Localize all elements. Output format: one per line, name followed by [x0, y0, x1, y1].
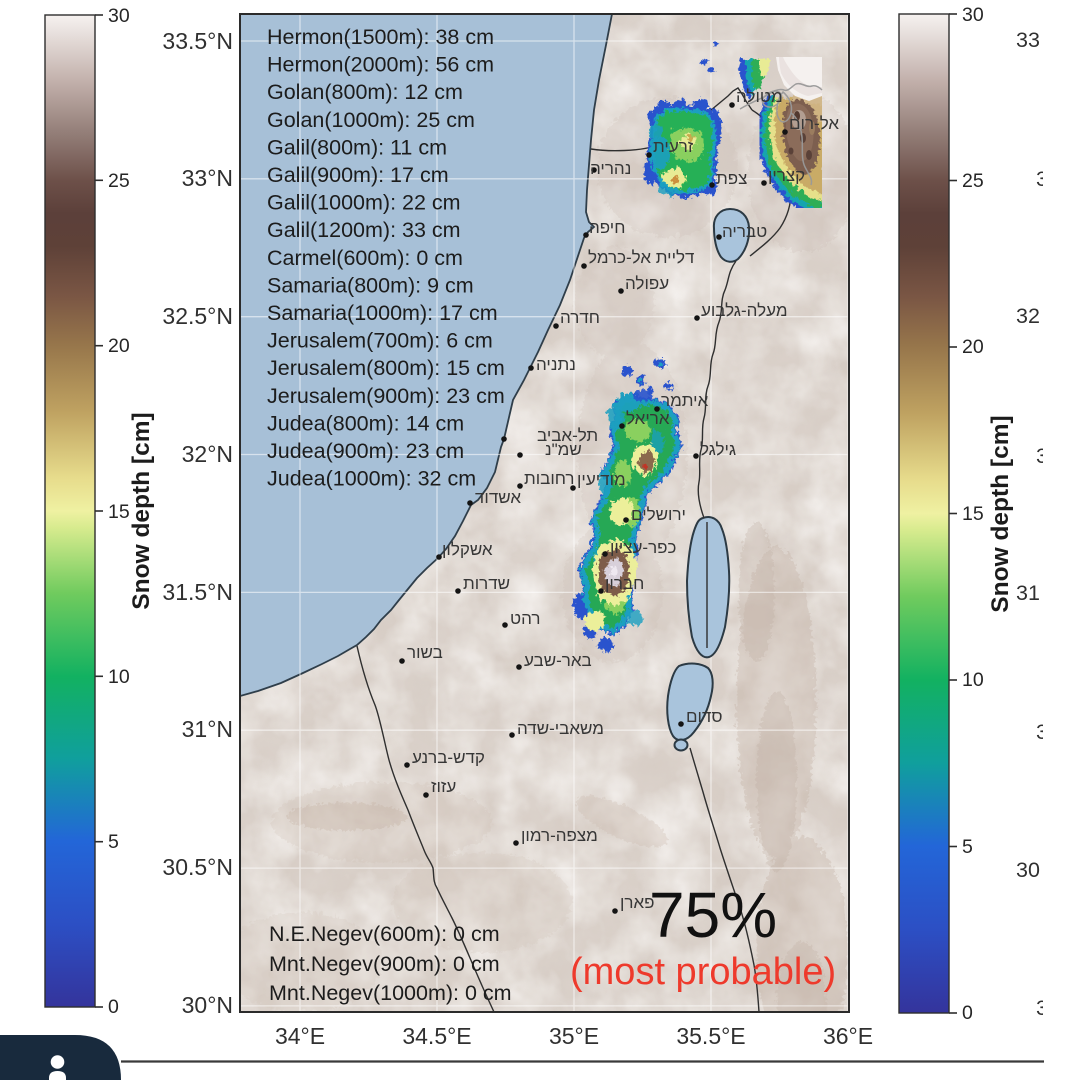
svg-text:34°E: 34°E	[275, 1023, 325, 1049]
svg-text:30°N: 30°N	[182, 992, 233, 1018]
svg-text:פארן: פארן	[620, 893, 655, 912]
svg-text:Snow depth [cm]: Snow depth [cm]	[128, 412, 155, 609]
svg-text:3: 3	[1036, 720, 1048, 744]
svg-text:שמ"נ: שמ"נ	[545, 440, 582, 459]
svg-text:דליית אל-כרמל: דליית אל-כרמל	[588, 248, 694, 267]
svg-text:צפת: צפת	[716, 169, 747, 188]
svg-text:תל-אביב: תל-אביב	[537, 426, 598, 445]
svg-text:בשור: בשור	[407, 643, 443, 662]
svg-text:33.5°N: 33.5°N	[162, 28, 233, 54]
svg-text:טבריה: טבריה	[722, 222, 767, 241]
svg-text:רהט: רהט	[510, 609, 540, 628]
svg-text:3: 3	[1036, 167, 1048, 191]
svg-text:Hermon(1500m): 38 cm: Hermon(1500m): 38 cm	[267, 25, 494, 49]
svg-text:Galil(900m): 17 cm: Galil(900m): 17 cm	[267, 163, 449, 187]
svg-text:0: 0	[108, 996, 119, 1018]
svg-text:ירושלים: ירושלים	[631, 505, 686, 524]
svg-text:משאבי-שדה: משאבי-שדה	[517, 719, 604, 738]
svg-text:34.5°E: 34.5°E	[402, 1023, 471, 1049]
svg-text:Carmel(600m): 0 cm: Carmel(600m): 0 cm	[267, 246, 463, 270]
svg-text:עזוז: עזוז	[431, 777, 456, 796]
svg-text:אשקלון: אשקלון	[442, 540, 493, 559]
svg-text:30: 30	[962, 4, 984, 26]
svg-text:20: 20	[962, 336, 984, 358]
svg-text:חברון: חברון	[605, 574, 644, 593]
svg-text:31°N: 31°N	[182, 716, 233, 742]
svg-text:20: 20	[108, 335, 130, 357]
svg-text:31.5°N: 31.5°N	[162, 579, 233, 605]
svg-text:מודיעין: מודיעין	[577, 470, 626, 489]
svg-text:Judea(1000m): 32 cm: Judea(1000m): 32 cm	[267, 467, 476, 491]
svg-text:חיפה: חיפה	[589, 218, 625, 237]
svg-text:32.5°N: 32.5°N	[162, 303, 233, 329]
svg-text:באר-שבע: באר-שבע	[524, 651, 592, 670]
svg-text:שדרות: שדרות	[463, 574, 510, 593]
svg-text:קצרין: קצרין	[768, 166, 805, 185]
svg-text:30: 30	[108, 5, 130, 27]
svg-text:זרעית: זרעית	[653, 137, 694, 156]
svg-text:31: 31	[1016, 581, 1040, 605]
svg-text:גילגל: גילגל	[700, 440, 736, 459]
svg-text:מטולה: מטולה	[736, 87, 783, 106]
svg-text:Jerusalem(900m): 23 cm: Jerusalem(900m): 23 cm	[267, 384, 505, 408]
svg-text:סדום: סדום	[686, 707, 723, 726]
svg-text:32°N: 32°N	[182, 441, 233, 467]
svg-text:Golan(1000m): 25 cm: Golan(1000m): 25 cm	[267, 108, 475, 132]
svg-text:Jerusalem(700m): 6 cm: Jerusalem(700m): 6 cm	[267, 329, 493, 353]
svg-text:Galil(1000m): 22 cm: Galil(1000m): 22 cm	[267, 191, 461, 215]
svg-text:3: 3	[1036, 444, 1048, 468]
svg-text:Jerusalem(800m): 15 cm: Jerusalem(800m): 15 cm	[267, 356, 505, 380]
svg-text:5: 5	[962, 836, 973, 858]
svg-text:3: 3	[1036, 996, 1048, 1020]
svg-text:Samaria(800m): 9 cm: Samaria(800m): 9 cm	[267, 273, 474, 297]
svg-text:36°E: 36°E	[823, 1023, 873, 1049]
svg-text:33°N: 33°N	[182, 165, 233, 191]
svg-text:10: 10	[962, 669, 984, 691]
svg-text:איתמר: איתמר	[661, 391, 709, 410]
svg-text:Snow depth [cm]: Snow depth [cm]	[987, 415, 1014, 612]
svg-text:קדש-ברנע: קדש-ברנע	[412, 748, 485, 767]
svg-text:חדרה: חדרה	[560, 308, 600, 327]
svg-text:Mnt.Negev(1000m): 0 cm: Mnt.Negev(1000m): 0 cm	[269, 981, 512, 1005]
svg-text:אל-רום: אל-רום	[789, 114, 839, 133]
svg-text:מצפה-רמון: מצפה-רמון	[521, 826, 598, 845]
svg-text:5: 5	[108, 831, 119, 853]
svg-text:30: 30	[1016, 858, 1040, 882]
svg-text:32: 32	[1016, 304, 1040, 328]
svg-text:Samaria(1000m): 17 cm: Samaria(1000m): 17 cm	[267, 301, 498, 325]
svg-text:נהריה: נהריה	[590, 159, 631, 178]
svg-text:רחובות: רחובות	[524, 469, 575, 488]
svg-text:15: 15	[962, 503, 984, 525]
svg-text:Hermon(2000m): 56 cm: Hermon(2000m): 56 cm	[267, 53, 494, 77]
svg-text:Galil(800m): 11 cm: Galil(800m): 11 cm	[267, 135, 447, 159]
svg-text:(most probable): (most probable)	[570, 951, 836, 993]
svg-text:0: 0	[962, 1002, 973, 1024]
svg-text:Mnt.Negev(900m): 0 cm: Mnt.Negev(900m): 0 cm	[269, 952, 500, 976]
svg-text:25: 25	[962, 170, 984, 192]
svg-text:Golan(800m): 12 cm: Golan(800m): 12 cm	[267, 80, 463, 104]
svg-text:25: 25	[108, 170, 130, 192]
svg-text:33: 33	[1016, 28, 1040, 52]
svg-text:מעלה-גלבוע: מעלה-גלבוע	[701, 301, 788, 320]
svg-text:N.E.Negev(600m): 0 cm: N.E.Negev(600m): 0 cm	[269, 922, 500, 946]
svg-text:Judea(900m): 23 cm: Judea(900m): 23 cm	[267, 439, 464, 463]
svg-text:אשדוד: אשדוד	[475, 488, 521, 507]
svg-text:15: 15	[108, 501, 130, 523]
svg-text:10: 10	[108, 666, 130, 688]
svg-text:Judea(800m): 14 cm: Judea(800m): 14 cm	[267, 411, 464, 435]
svg-text:נתניה: נתניה	[536, 355, 576, 374]
svg-text:35°E: 35°E	[549, 1023, 599, 1049]
svg-text:35.5°E: 35.5°E	[676, 1023, 745, 1049]
svg-text:75%: 75%	[649, 879, 777, 951]
svg-text:אריאל: אריאל	[626, 409, 670, 428]
svg-text:Galil(1200m): 33 cm: Galil(1200m): 33 cm	[267, 218, 461, 242]
svg-text:עפולה: עפולה	[625, 274, 669, 293]
svg-text:כפר-עציון: כפר-עציון	[610, 538, 676, 557]
svg-text:30.5°N: 30.5°N	[162, 854, 233, 880]
